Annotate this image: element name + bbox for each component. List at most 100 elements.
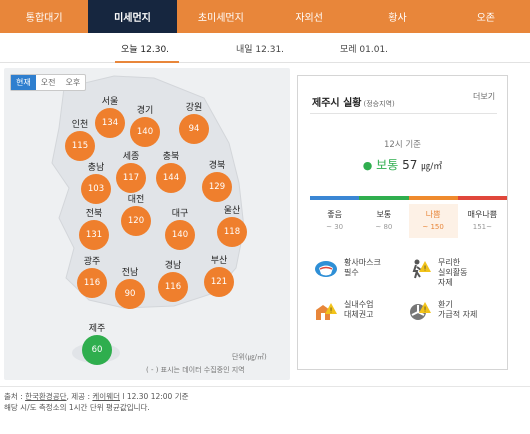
action-mask: 황사마스크 필수 bbox=[314, 258, 406, 280]
tab-ozone[interactable]: 오존 bbox=[476, 13, 495, 24]
svg-text:!: ! bbox=[330, 307, 333, 315]
provider-link[interactable]: 케이웨더 bbox=[92, 392, 120, 401]
region-busan[interactable]: 부산 121 bbox=[194, 256, 244, 297]
action-line: 필수 bbox=[344, 268, 359, 277]
grade-name: 나쁨 bbox=[425, 210, 441, 219]
svg-text:!: ! bbox=[424, 306, 427, 314]
outdoor-warning-icon: ! bbox=[412, 259, 431, 279]
region-daejeon[interactable]: 대전 120 bbox=[111, 195, 161, 236]
region-seoul[interactable]: 서울 134 bbox=[85, 97, 135, 138]
region-value: 121 bbox=[204, 267, 234, 297]
source-link[interactable]: 한국환경공단 bbox=[25, 392, 67, 401]
action-indoor-class: ! 실내수업 대체권고 bbox=[314, 300, 406, 322]
time-now-button[interactable]: 현재 bbox=[11, 75, 36, 90]
day-today[interactable]: 오늘 12.30. bbox=[121, 45, 170, 55]
day-after-tomorrow[interactable]: 모레 01.01. bbox=[340, 45, 389, 55]
region-name: 대전 bbox=[127, 195, 145, 205]
region-gyeongbuk[interactable]: 경북 129 bbox=[192, 161, 242, 202]
region-chungbuk[interactable]: 충북 144 bbox=[146, 152, 196, 193]
region-gwangju[interactable]: 광주 116 bbox=[67, 257, 117, 298]
footer-note: 해당 시/도 측정소의 1시간 단위 평균값입니다. bbox=[4, 403, 150, 412]
region-value: 116 bbox=[77, 268, 107, 298]
region-incheon[interactable]: 인천 115 bbox=[55, 120, 105, 161]
time-pm-button[interactable]: 오후 bbox=[65, 78, 81, 87]
region-gyeongnam[interactable]: 경남 116 bbox=[148, 261, 198, 302]
grade-normal: 보통 ~ 80 bbox=[359, 204, 408, 238]
grade-very-bad: 매우나쁨 151~ bbox=[458, 204, 507, 238]
region-jeju[interactable]: 제주 60 bbox=[72, 324, 122, 365]
tab-ultrafine-dust[interactable]: 초미세먼지 bbox=[197, 13, 244, 24]
region-value: 131 bbox=[79, 220, 109, 250]
day-tomorrow[interactable]: 내일 12.31. bbox=[236, 45, 285, 55]
map-unit-label: 단위(㎍/㎥) bbox=[232, 353, 267, 361]
region-jeonbuk[interactable]: 전북 131 bbox=[69, 209, 119, 250]
region-name: 경남 bbox=[164, 261, 182, 271]
grade-range: ~ 30 bbox=[326, 223, 344, 231]
grade-bar-good bbox=[310, 196, 360, 200]
action-line: 가급적 자제 bbox=[438, 310, 478, 319]
mask-icon bbox=[315, 261, 337, 277]
region-name: 대구 bbox=[171, 209, 189, 219]
region-daegu[interactable]: 대구 140 bbox=[155, 209, 205, 250]
grade-range: ~ 80 bbox=[375, 223, 393, 231]
region-ulsan[interactable]: 울산 118 bbox=[207, 206, 257, 247]
action-outdoor: ! 무리한 실외활동 자제 bbox=[408, 258, 500, 288]
region-name: 전북 bbox=[85, 209, 103, 219]
grade-range: 151~ bbox=[472, 223, 492, 231]
footer-source: 출처 : 한국환경공단, 제공 : 케이웨더 l 12.30 12:00 기준 bbox=[4, 391, 524, 402]
region-value: 140 bbox=[130, 117, 160, 147]
region-name: 경기 bbox=[136, 106, 154, 116]
panel-subtitle: (정승지역) bbox=[363, 100, 395, 108]
grade-good: 좋음 ~ 30 bbox=[310, 204, 359, 238]
tab-yellow-dust[interactable]: 황사 bbox=[388, 13, 407, 24]
region-value: 115 bbox=[65, 131, 95, 161]
provider-label: , 제공 : bbox=[66, 392, 90, 401]
region-value: 129 bbox=[202, 172, 232, 202]
status-value: 57 bbox=[402, 158, 418, 172]
grade-name: 좋음 bbox=[327, 210, 342, 219]
grade-bad: 나쁨 ~ 150 bbox=[408, 204, 458, 238]
grade-legend: 좋음 ~ 30 보통 ~ 80 나쁨 ~ 150 매우나쁨 151~ bbox=[310, 204, 507, 238]
action-text: 황사마스크 필수 bbox=[344, 258, 381, 278]
action-text: 실내수업 대체권고 bbox=[344, 300, 373, 320]
action-line: 황사마스크 bbox=[344, 258, 381, 267]
region-name: 충남 bbox=[87, 163, 105, 173]
region-value: 60 bbox=[82, 335, 112, 365]
tab-integrated-air[interactable]: 통합대기 bbox=[25, 13, 63, 24]
action-ventilation: ! 환기 가급적 자제 bbox=[408, 300, 500, 322]
region-name: 강원 bbox=[185, 103, 203, 113]
base-time: 12시 기준 bbox=[384, 140, 421, 150]
footer-divider bbox=[0, 386, 530, 387]
region-value: 103 bbox=[81, 174, 111, 204]
action-line: 자제 bbox=[438, 278, 453, 287]
grade-bar-very-bad bbox=[457, 196, 507, 200]
region-name: 세종 bbox=[122, 152, 140, 162]
region-gyeonggi[interactable]: 경기 140 bbox=[120, 106, 170, 147]
action-line: 실내수업 bbox=[344, 300, 374, 309]
region-gangwon[interactable]: 강원 94 bbox=[169, 103, 219, 144]
region-jeonnam[interactable]: 전남 90 bbox=[105, 268, 155, 309]
day-selector: 오늘 12.30. 내일 12.31. 모레 01.01. bbox=[0, 33, 530, 63]
region-sejong[interactable]: 세종 117 bbox=[106, 152, 156, 193]
action-line: 실외활동 bbox=[438, 268, 468, 277]
region-name: 서울 bbox=[101, 97, 119, 107]
grade-name: 매우나쁨 bbox=[467, 210, 498, 219]
panel-title: 제주시 실황 (정승지역) bbox=[312, 94, 395, 109]
day-active-indicator bbox=[115, 61, 179, 63]
time-am-button[interactable]: 오전 bbox=[40, 78, 56, 87]
tab-uv[interactable]: 자외선 bbox=[295, 13, 323, 24]
region-value: 134 bbox=[95, 108, 125, 138]
status-unit: ㎍/㎥ bbox=[421, 162, 443, 172]
footer: 출처 : 한국환경공단, 제공 : 케이웨더 l 12.30 12:00 기준 … bbox=[4, 391, 524, 413]
more-button[interactable]: 더보기 bbox=[473, 92, 496, 101]
time-toggle: 현재 오전 오후 bbox=[10, 74, 87, 91]
grade-range: ~ 150 bbox=[422, 223, 444, 231]
action-line: 환기 bbox=[438, 300, 453, 309]
region-chungnam[interactable]: 충남 103 bbox=[71, 163, 121, 204]
status-level: 보통 bbox=[376, 158, 399, 172]
action-line: 무리한 bbox=[438, 258, 461, 267]
tab-fine-dust[interactable]: 미세먼지 bbox=[88, 0, 177, 33]
panel-title-text: 제주시 실황 bbox=[312, 98, 362, 109]
source-label: 출처 : bbox=[4, 392, 23, 401]
indoor-class-icon: ! bbox=[316, 303, 337, 320]
